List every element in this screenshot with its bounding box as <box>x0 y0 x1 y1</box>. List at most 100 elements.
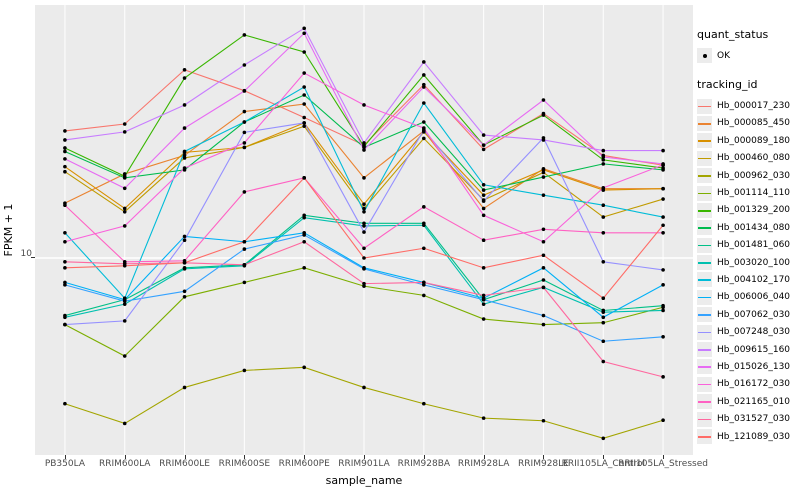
data-point <box>481 147 486 152</box>
data-point <box>541 418 546 423</box>
data-point <box>182 126 187 130</box>
data-point <box>122 302 127 306</box>
data-point <box>182 68 187 72</box>
data-point <box>661 283 665 287</box>
data-point <box>601 162 606 166</box>
x-tick-mark <box>244 455 246 459</box>
data-point <box>63 322 67 327</box>
data-point <box>541 266 546 270</box>
legend-entry-Hb_009615_160: Hb_009615_160 <box>697 341 799 358</box>
data-point <box>541 278 546 282</box>
data-point <box>661 148 665 153</box>
plot-canvas <box>35 5 693 455</box>
legend-entry-label: Hb_007248_030 <box>717 327 791 338</box>
data-point <box>661 308 665 313</box>
data-point <box>302 26 306 31</box>
plot-panel <box>35 5 693 455</box>
data-point <box>302 365 306 370</box>
data-point <box>661 197 665 201</box>
data-point <box>63 315 67 320</box>
legend-entry-label: Hb_031527_030 <box>717 414 791 425</box>
data-point <box>63 138 67 142</box>
data-point <box>362 246 366 251</box>
legend-key-line-icon <box>697 411 712 427</box>
data-point <box>63 239 67 244</box>
data-point <box>122 130 127 134</box>
legend-key-point-icon <box>697 48 712 64</box>
data-point <box>481 213 486 218</box>
data-point <box>122 224 127 228</box>
data-point <box>601 310 606 314</box>
data-point <box>302 233 306 237</box>
legend-entry-label: Hb_001114_110 <box>717 188 791 199</box>
data-point <box>601 320 606 325</box>
data-point <box>601 148 606 153</box>
data-point <box>182 289 187 294</box>
data-point <box>122 263 127 268</box>
x-tick-mark <box>64 455 66 459</box>
data-point <box>481 133 486 137</box>
data-point <box>422 246 426 251</box>
data-point <box>661 335 665 339</box>
data-point <box>601 203 606 208</box>
data-point <box>182 166 187 170</box>
data-point <box>302 176 306 180</box>
data-point <box>661 223 665 228</box>
x-tick-label: RRIM928LE <box>518 459 569 469</box>
data-point <box>481 193 486 197</box>
legend-entry-Hb_015026_130: Hb_015026_130 <box>697 358 799 375</box>
data-point <box>242 109 247 114</box>
legend-entry-Hb_001329_200: Hb_001329_200 <box>697 202 799 219</box>
data-point <box>182 267 187 271</box>
data-point <box>481 317 486 321</box>
data-point <box>422 223 426 228</box>
data-point <box>122 319 127 323</box>
legend-entry-Hb_021165_010: Hb_021165_010 <box>697 393 799 410</box>
legend-entry-label: Hb_016172_030 <box>717 379 791 390</box>
data-point <box>422 120 426 124</box>
x-tick-label: RRIM928LA <box>457 459 510 469</box>
legend-entry-label: Hb_001434_080 <box>717 222 791 233</box>
data-point <box>242 280 247 285</box>
data-point <box>481 297 486 302</box>
data-point <box>302 50 306 54</box>
data-point <box>541 285 546 290</box>
legend-key-line-icon <box>697 185 712 201</box>
legend-entry-label: Hb_000962_030 <box>717 170 791 181</box>
data-point <box>63 157 67 161</box>
legend-entry-Hb_000089_180: Hb_000089_180 <box>697 132 799 149</box>
data-point <box>362 385 366 390</box>
data-point <box>302 115 306 120</box>
data-point <box>63 203 67 208</box>
data-point <box>242 130 247 135</box>
data-point <box>362 206 366 211</box>
legend-entry-label: Hb_000085_450 <box>717 118 791 129</box>
legend-entry-ok: OK <box>697 47 799 64</box>
data-point <box>601 186 606 190</box>
data-point <box>242 262 247 267</box>
data-point <box>481 206 486 211</box>
legend: quant_status OK tracking_id Hb_000017_23… <box>697 28 799 445</box>
data-point <box>541 193 546 197</box>
legend-entry-label: Hb_000460_080 <box>717 153 791 164</box>
legend-key-line-icon <box>697 133 712 149</box>
data-point <box>362 141 366 145</box>
data-point <box>481 188 486 192</box>
legend-entry-Hb_004102_170: Hb_004102_170 <box>697 271 799 288</box>
x-axis-title: sample_name <box>325 474 403 487</box>
data-point <box>601 158 606 162</box>
data-point <box>601 230 606 235</box>
legend-entry-label: Hb_000089_180 <box>717 135 791 146</box>
data-point <box>242 145 247 150</box>
data-point <box>182 294 187 299</box>
data-point <box>362 224 366 228</box>
legend-key-line-icon <box>697 307 712 323</box>
data-point <box>362 210 366 214</box>
data-point <box>541 175 546 179</box>
data-point <box>63 146 67 150</box>
legend-key-line-icon <box>697 324 712 340</box>
data-point <box>242 63 247 67</box>
data-point <box>242 239 247 244</box>
data-point <box>601 215 606 219</box>
legend-entry-Hb_003020_100: Hb_003020_100 <box>697 254 799 271</box>
